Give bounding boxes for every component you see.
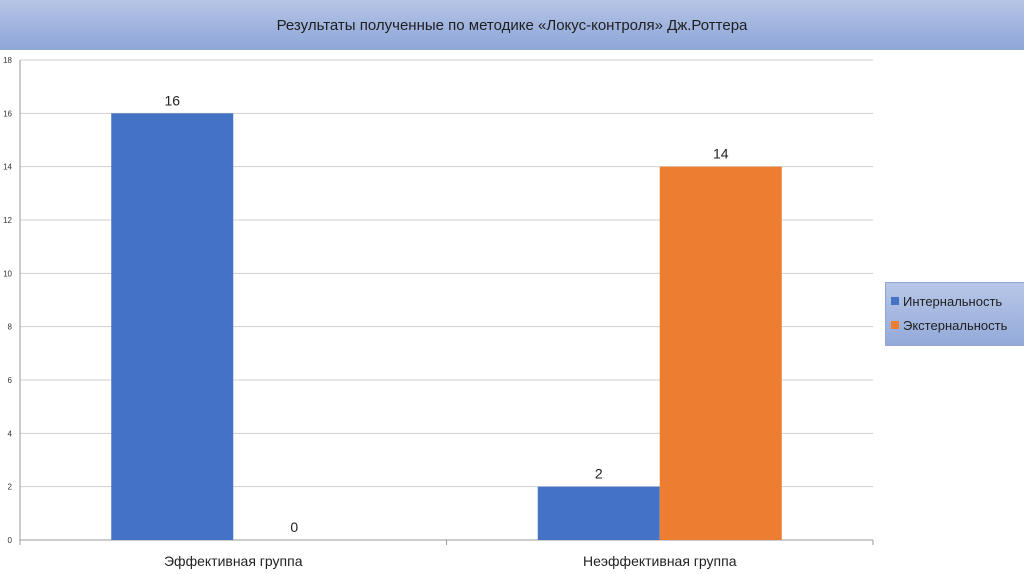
y-tick-label-6: 6 [8,376,13,385]
bar-0-1 [537,486,660,540]
y-tick-label-2: 2 [8,483,13,492]
y-tick-label-16: 16 [3,109,12,118]
legend-item-internality: Интернальность [891,292,1002,310]
legend-swatch-internality [891,297,899,305]
y-tick-label-18: 18 [3,56,12,65]
y-tick-label-4: 4 [8,429,13,438]
title-bar [0,0,1024,50]
x-category-label-1: Неэффективная группа [583,553,737,569]
data-label-1-1: 14 [713,146,729,162]
legend-label-externality: Экстернальность [903,317,1008,333]
bar-1-1 [659,166,782,540]
bar-0-0 [111,113,234,540]
data-label-0-0: 16 [164,92,180,108]
y-tick-label-10: 10 [3,269,12,278]
data-label-1-0: 0 [290,519,298,535]
y-tick-label-0: 0 [8,536,13,545]
legend: Интернальность Экстернальность [885,282,1024,346]
x-category-label-0: Эффективная группа [164,553,303,569]
legend-label-internality: Интернальность [903,293,1003,309]
data-label-0-1: 2 [595,466,603,482]
legend-item-externality: Экстернальность [891,316,1007,334]
legend-swatch-externality [891,321,899,329]
y-tick-label-14: 14 [3,163,12,172]
y-tick-label-12: 12 [3,216,12,225]
chart-title: Результаты полученные по методике «Локус… [276,17,748,34]
y-tick-label-8: 8 [8,323,13,332]
